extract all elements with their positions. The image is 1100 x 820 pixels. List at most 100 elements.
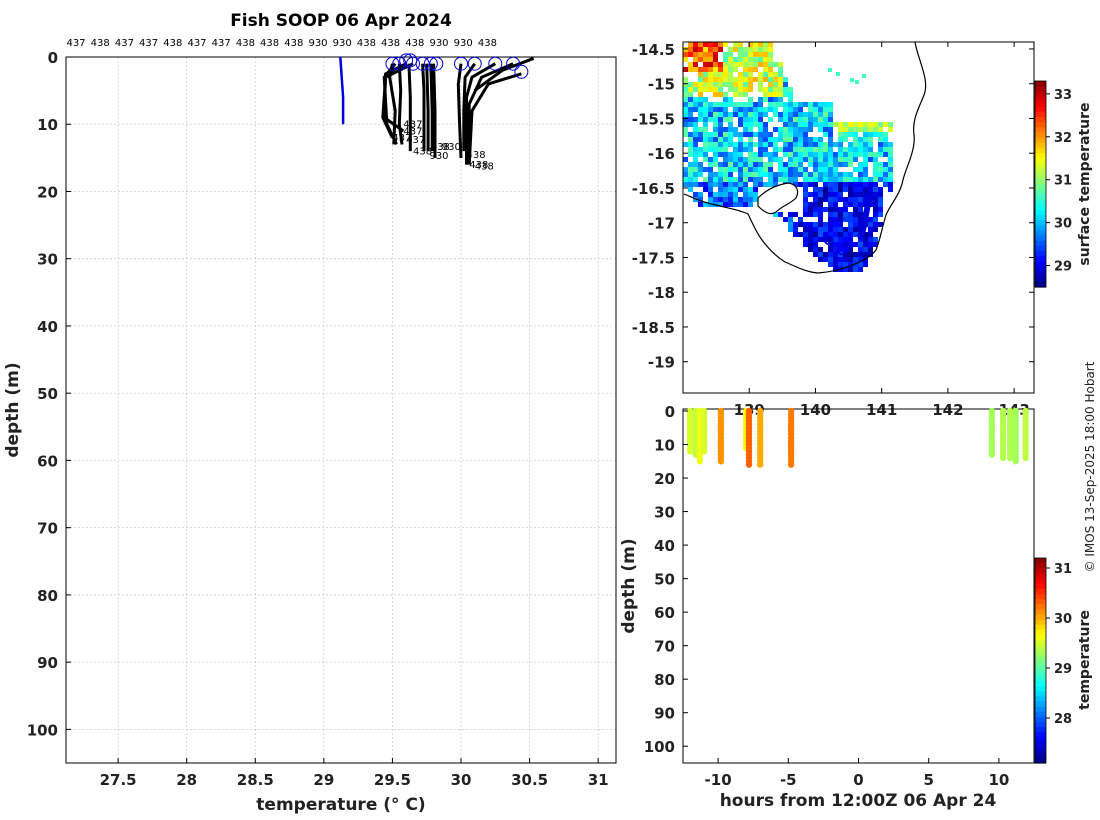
sst-cell — [843, 242, 848, 247]
sst-cell — [788, 112, 793, 117]
sst-cell — [728, 52, 733, 57]
colorbar-frame — [1034, 557, 1047, 764]
sst-cell — [773, 127, 778, 132]
y-tick-label: 0 — [48, 49, 58, 67]
sst-cell — [758, 162, 763, 167]
map-y-tick-label: -16.5 — [632, 180, 675, 198]
colorbar-frame — [1034, 80, 1047, 288]
sst-cell — [888, 152, 893, 157]
sst-cell — [733, 112, 738, 117]
sst-cell — [863, 232, 868, 237]
colorbar-segment — [1035, 230, 1046, 237]
sst-cell — [693, 177, 698, 182]
colorbar-segment — [1035, 220, 1046, 226]
sst-cell — [698, 102, 703, 107]
sst-cell — [713, 67, 718, 72]
sst-cell — [778, 77, 783, 82]
sst-cell — [793, 182, 798, 187]
sst-cell — [708, 192, 713, 197]
sst-cell — [703, 147, 708, 152]
sst-cell — [758, 87, 763, 92]
sst-cell — [813, 172, 818, 177]
sst-cell — [723, 67, 728, 72]
sst-cell — [758, 172, 763, 177]
sst-cell — [733, 82, 738, 87]
sst-cell — [728, 67, 733, 72]
sst-cell — [863, 137, 868, 142]
x-tick-label: 30.5 — [511, 771, 548, 789]
profile-top-label: 437 — [187, 38, 206, 49]
sst-cell — [823, 132, 828, 137]
sst-cell — [878, 147, 883, 152]
sst-cell — [828, 247, 833, 252]
sst-cell — [723, 117, 728, 122]
sst-cell — [718, 177, 723, 182]
sst-cell — [793, 167, 798, 172]
sst-cell — [848, 212, 853, 217]
sst-cell — [808, 222, 813, 227]
sst-cell — [788, 162, 793, 167]
sst-cell — [713, 57, 718, 62]
sst-cell — [848, 187, 853, 192]
sst-cell — [723, 142, 728, 147]
sst-cell — [723, 192, 728, 197]
sst-cell — [753, 107, 758, 112]
sst-cell — [848, 227, 853, 232]
sst-cell — [873, 212, 878, 217]
sst-cell — [768, 177, 773, 182]
sst-cell — [713, 62, 718, 67]
sst-cell — [778, 147, 783, 152]
sst-cell — [758, 112, 763, 117]
ts-y-tick-label: 10 — [654, 437, 675, 455]
colorbar-segment — [1035, 650, 1046, 656]
sst-cell — [873, 237, 878, 242]
sst-cell — [713, 157, 718, 162]
sst-cell — [683, 87, 688, 92]
sst-cell — [803, 122, 808, 127]
sst-cell — [748, 137, 753, 142]
sst-cell — [818, 232, 823, 237]
sst-cell — [838, 262, 843, 267]
sst-cell — [843, 132, 848, 137]
cast-sample-point — [1006, 454, 1014, 462]
sst-cell — [878, 197, 883, 202]
sst-cell — [733, 192, 738, 197]
sst-cell — [723, 107, 728, 112]
sst-cell — [738, 152, 743, 157]
profile-grid — [66, 56, 616, 763]
sst-cell — [823, 107, 828, 112]
sst-cell — [718, 172, 723, 177]
sst-cell — [733, 127, 738, 132]
ts-y-tick-label: 40 — [654, 537, 675, 555]
x-tick-label: 28 — [176, 771, 197, 789]
sst-cell — [853, 232, 858, 237]
sst-cell — [848, 132, 853, 137]
y-tick-label: 70 — [37, 520, 58, 538]
sst-cell — [718, 197, 723, 202]
sst-cell — [773, 112, 778, 117]
sst-cell — [863, 127, 868, 132]
sst-cell — [858, 172, 863, 177]
sst-cell — [803, 187, 808, 192]
sst-cell — [748, 132, 753, 137]
cast-sample-point — [1012, 458, 1019, 465]
map-y-tick-label: -18 — [648, 284, 675, 302]
sst-cell — [798, 167, 803, 172]
profile-axes-box — [65, 56, 617, 764]
profile-end-label: 438 — [431, 142, 450, 153]
sst-cell — [853, 127, 858, 132]
y-tick-label: 50 — [37, 385, 58, 403]
colorbar-segment — [1035, 281, 1046, 288]
sst-cell — [728, 187, 733, 192]
sst-cell — [783, 92, 788, 97]
sst-cell — [848, 222, 853, 227]
sst-cell — [688, 172, 693, 177]
sst-cell — [858, 187, 863, 192]
sst-cell — [868, 142, 873, 147]
sst-cell — [853, 147, 858, 152]
sst-cell — [843, 217, 848, 222]
colorbar-segment — [1035, 173, 1046, 180]
y-tick-label: 20 — [37, 183, 58, 201]
sst-cell — [693, 42, 698, 47]
sst-cell — [803, 182, 808, 187]
